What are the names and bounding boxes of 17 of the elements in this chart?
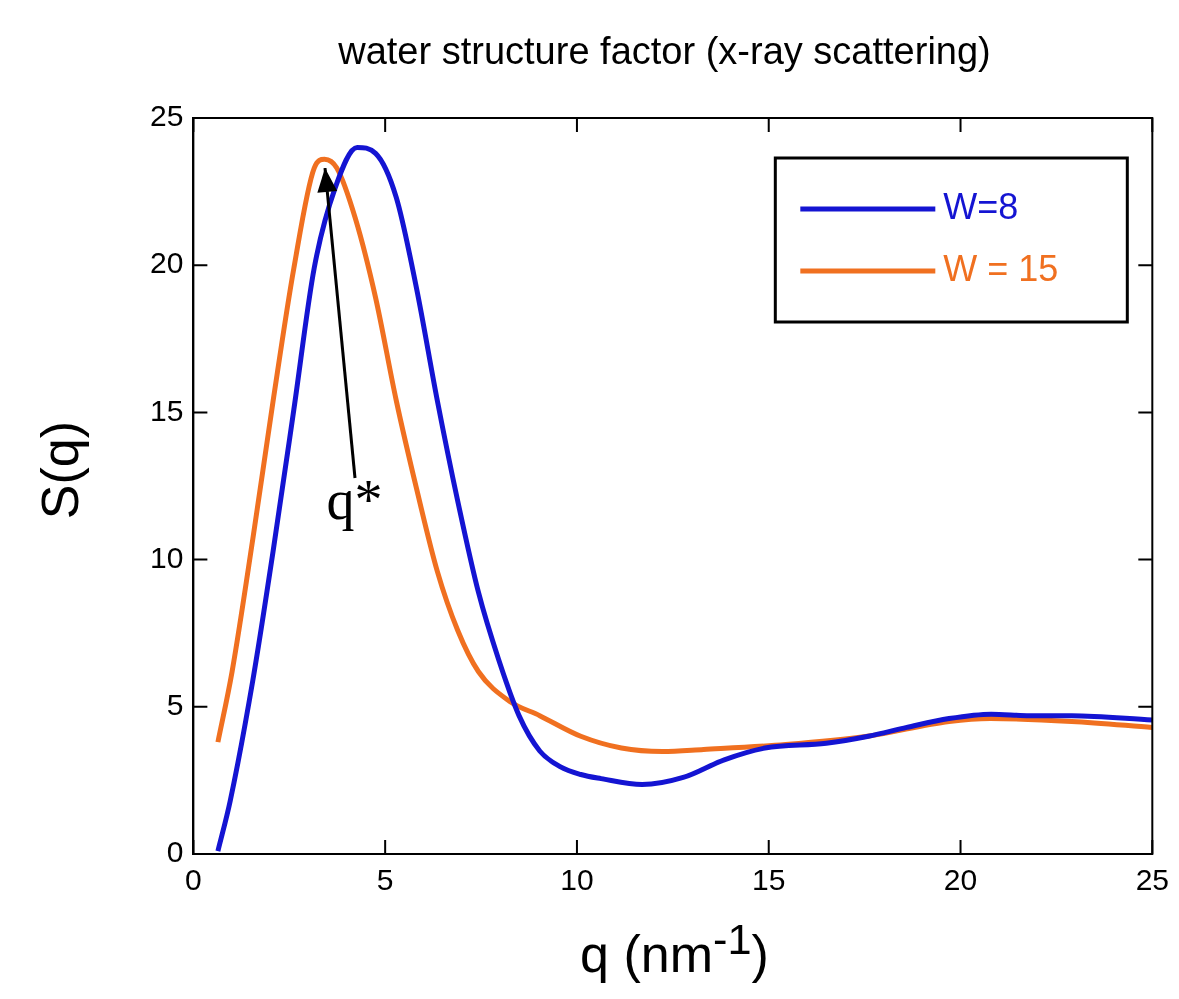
annotation: q*: [326, 468, 383, 531]
legend-label: W=8: [943, 185, 1019, 227]
x-tick-label: 25: [1135, 863, 1169, 897]
y-tick-label: 5: [166, 688, 184, 722]
y-tick-label: 25: [149, 99, 184, 133]
x-tick-label: 15: [752, 863, 786, 897]
chart-title: water structure factor (x-ray scattering): [337, 30, 992, 73]
x-tick-label: 5: [376, 863, 394, 897]
x-tick-label: 10: [560, 863, 594, 897]
y-tick-label: 20: [149, 246, 184, 280]
y-tick-label: 10: [149, 540, 184, 574]
legend-label: W = 15: [943, 247, 1059, 289]
x-tick-label: 20: [943, 863, 978, 897]
y-tick-label: 15: [149, 393, 184, 427]
y-axis-title: S(q): [30, 419, 90, 522]
x-axis-title: q (nm$^{-1}$): [579, 915, 770, 985]
y-tick-label: 0: [166, 835, 184, 869]
